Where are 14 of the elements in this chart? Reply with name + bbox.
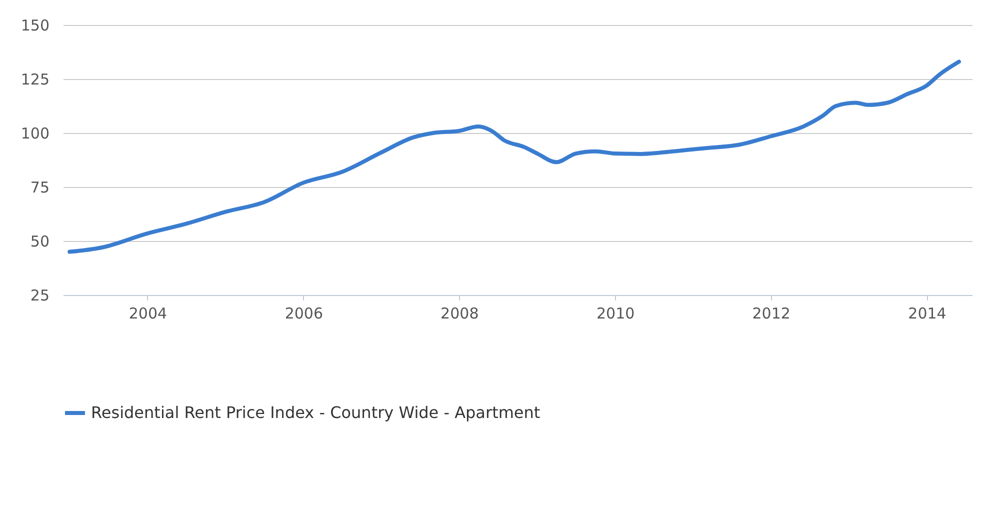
x-tick-label: 2004 [128,304,168,322]
x-tick-label: 2008 [440,304,479,322]
y-tick-label: 150 [20,16,50,34]
y-tick-label: 125 [20,70,50,88]
y-tick-label: 50 [30,232,50,250]
y-tick-label: 25 [30,286,50,304]
line-series [68,60,961,254]
y-tick-label: 75 [30,178,50,196]
x-tick-label: 2014 [908,304,946,322]
y-tick-label: 100 [20,124,50,142]
legend-label: Residential Rent Price Index - Country Wide - Apartment [91,403,540,422]
x-tick-label: 2010 [596,304,635,322]
x-tick-label: 2012 [752,304,790,322]
x-tick-label: 2006 [284,304,324,322]
